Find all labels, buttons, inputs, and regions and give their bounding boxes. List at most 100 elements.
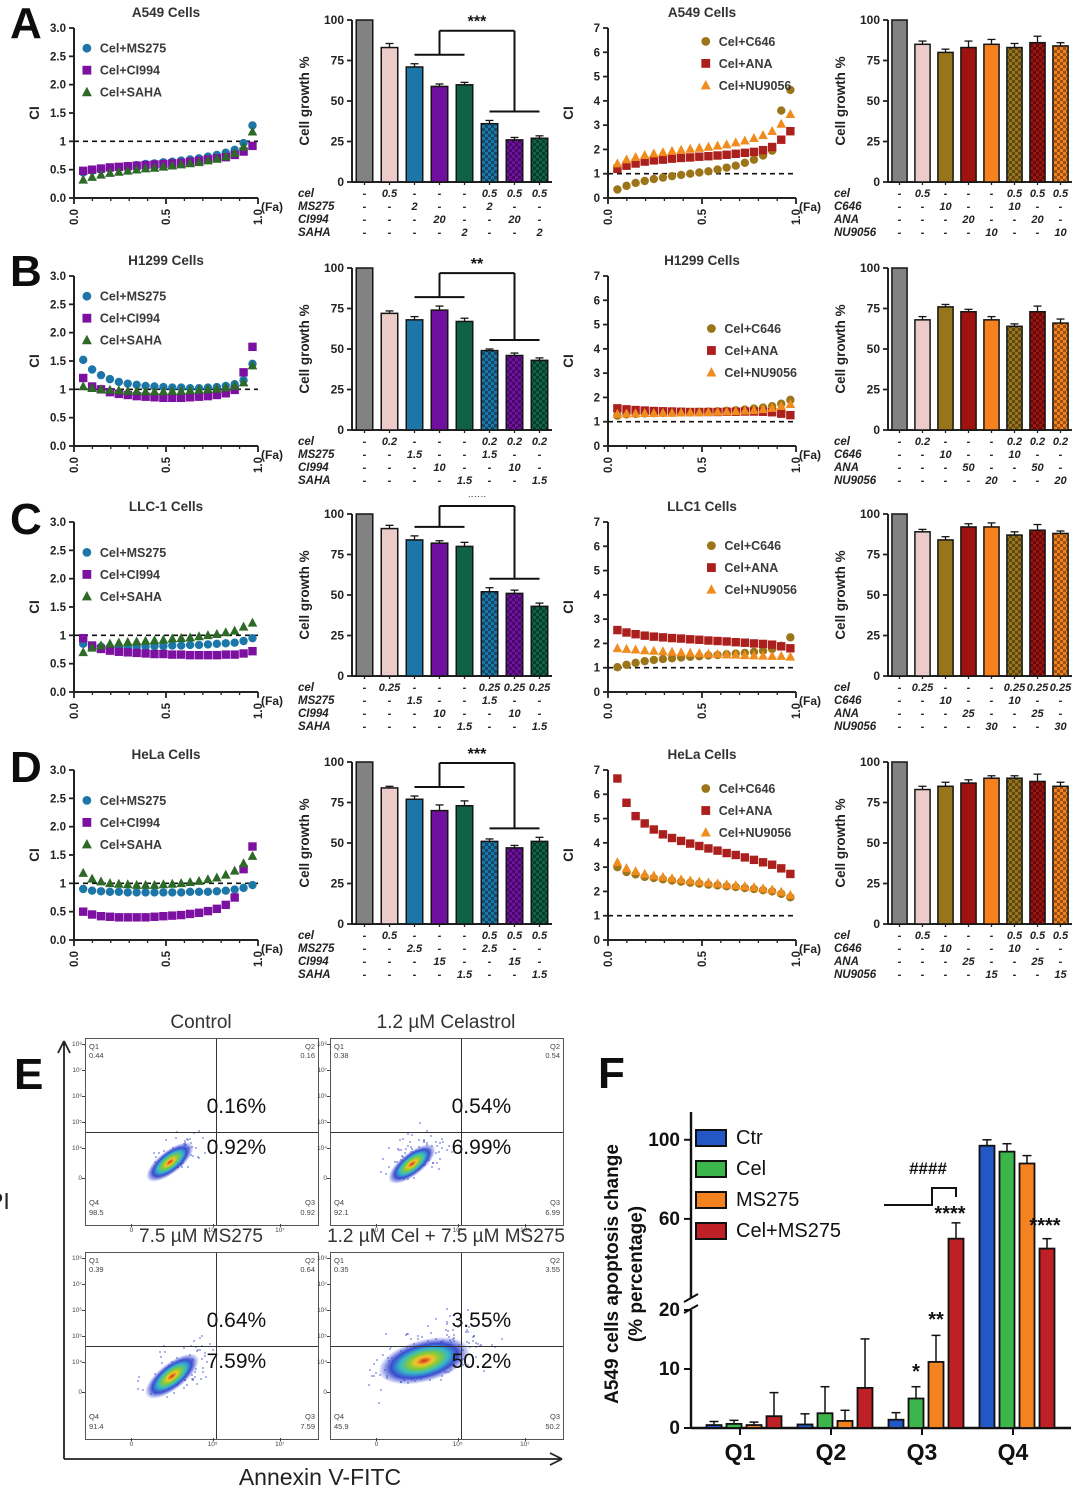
marker-square [667, 833, 677, 843]
dose-value: - [438, 449, 442, 461]
marker-triangle [131, 636, 142, 646]
dose-value: - [898, 436, 902, 448]
bar [505, 592, 524, 677]
early-apoptosis-percent: 0.54% [451, 1094, 512, 1118]
dose-value: - [967, 188, 971, 200]
growth-bars-a549-hat: 0 25 50 75 100 Cell growth % cel -0.5- - -0.5 0.5 0… [832, 2, 1078, 251]
dose-value: - [363, 436, 367, 448]
dose-value: - [990, 930, 994, 942]
legend-swatch [695, 1222, 727, 1240]
marker-square [631, 630, 640, 639]
y-tick-label: 75 [331, 302, 345, 316]
bar-Cel+MS275-Q4 [1038, 1247, 1056, 1429]
dose-value: - [363, 188, 367, 200]
dose-value: - [944, 475, 948, 487]
flow-plot-title: 1.2 µM Cel + 7.5 µM MS275 [327, 1226, 565, 1247]
y-tick-label: 6 [594, 789, 600, 801]
y-tick-label: 0 [873, 917, 880, 931]
marker-square [212, 390, 222, 400]
marker-circle [640, 176, 649, 186]
marker-triangle [694, 876, 705, 886]
dose-value: - [1013, 956, 1017, 968]
dose-row-label: C646 [834, 943, 862, 955]
bar [430, 809, 449, 925]
dose-value: 10 [508, 462, 521, 474]
dose-value: - [1036, 943, 1040, 955]
dose-value: 0.5 [507, 188, 523, 200]
bar [405, 66, 424, 183]
dose-value: - [898, 214, 902, 226]
marker-triangle [685, 407, 696, 417]
dose-value: - [513, 969, 517, 981]
dose-value: - [898, 227, 902, 239]
dose-value: - [921, 475, 925, 487]
x-tick-label: 0.0 [69, 703, 81, 719]
dose-value: - [488, 708, 492, 720]
marker-triangle [730, 137, 741, 147]
dose-value: - [898, 201, 902, 213]
y-axis-label: Cell growth % [297, 798, 312, 887]
legend-label: Cel+MS275 [736, 1220, 841, 1242]
marker-triangle [785, 889, 796, 899]
growth-bars-hela-hdac: 0 25 50 75 100 Cell growth % *** cel -0.5- - -0.5 0… [296, 744, 558, 993]
dose-value: - [513, 943, 517, 955]
bar [891, 513, 908, 677]
dose-value: 2 [410, 201, 417, 213]
y-axis-label: CI [561, 848, 576, 862]
marker-triangle [238, 858, 249, 868]
flow-y-tick: 10⁸ [72, 1254, 82, 1262]
dose-value: - [363, 969, 367, 981]
dose-value: 0.25 [479, 682, 501, 694]
dose-value: - [990, 956, 994, 968]
marker-triangle [667, 407, 677, 417]
dose-value: 0.5 [1007, 188, 1023, 200]
bar-Ctr-Q1 [705, 1424, 723, 1429]
marker-triangle [612, 857, 623, 867]
dose-value: 30 [1054, 721, 1067, 733]
marker-triangle [721, 139, 732, 149]
marker-triangle [78, 381, 88, 391]
y-tick-label: 50 [331, 94, 345, 108]
marker-triangle [703, 877, 714, 887]
y-axis-label: Cell growth % [833, 56, 848, 145]
y-tick-label: 75 [867, 548, 881, 562]
flow-y-tick: 10⁶ [317, 1306, 327, 1314]
marker-triangle [776, 886, 787, 896]
marker-square [239, 864, 248, 874]
marker-square [701, 806, 711, 815]
dose-value: 2 [535, 227, 542, 239]
dose-value: 0.5 [1053, 930, 1069, 942]
dose-value: - [363, 475, 367, 487]
dose-value: - [990, 188, 994, 200]
y-tick-label: 2.5 [50, 545, 67, 557]
marker-triangle [96, 169, 106, 179]
flow-y-tick: 10⁴ [71, 1358, 82, 1366]
y-tick-label: 25 [867, 135, 881, 149]
bar [405, 539, 424, 677]
y-tick-label: 1 [60, 630, 67, 642]
marker-square [767, 408, 777, 417]
flow-x-tick: 10⁷ [275, 1441, 285, 1448]
bar [914, 531, 931, 677]
dose-value: - [388, 956, 392, 968]
marker-square [203, 650, 213, 660]
bar [937, 785, 954, 925]
marker-triangle [767, 884, 777, 894]
marker-square [221, 650, 230, 659]
marker-square [168, 393, 177, 403]
flow-y-tick: 10⁸ [72, 1040, 82, 1048]
dose-value: 0.25 [1004, 682, 1026, 694]
dose-value: - [363, 227, 367, 239]
y-tick-label: 3 [594, 614, 600, 626]
flow-y-tick: 0 [78, 1388, 82, 1396]
bar-MS275-Q1 [745, 1424, 763, 1429]
marker-triangle [721, 879, 732, 889]
marker-triangle [712, 406, 723, 416]
dose-value: - [388, 943, 392, 955]
flow-x-tick: 0 [129, 1441, 134, 1448]
y-tick-label: 100 [324, 507, 344, 521]
axes [607, 276, 796, 447]
dose-value: - [463, 188, 467, 200]
y-tick-label: 2 [594, 638, 600, 650]
